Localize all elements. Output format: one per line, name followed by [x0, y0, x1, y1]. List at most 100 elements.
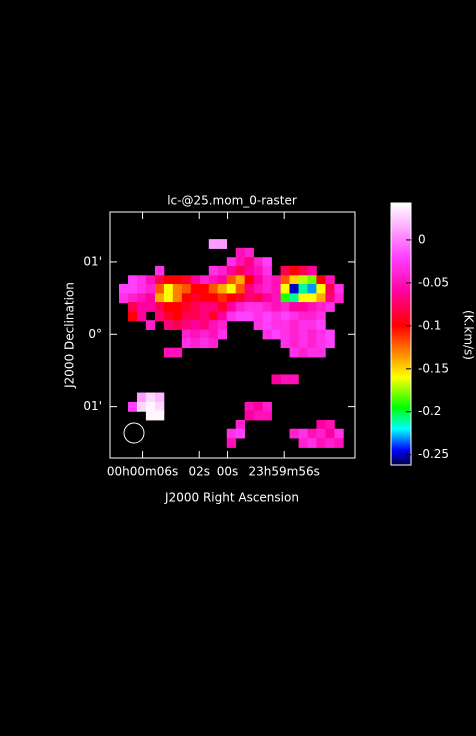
pixel — [181, 320, 192, 330]
pixel — [163, 293, 174, 304]
pixel — [217, 320, 228, 330]
pixel — [289, 374, 299, 385]
pixel — [235, 302, 246, 312]
x-tick-label: 23h59m56s — [249, 465, 320, 479]
pixel — [136, 275, 147, 286]
pixel — [190, 320, 201, 330]
pixel — [316, 347, 326, 358]
pixel — [325, 438, 335, 448]
pixel — [199, 338, 210, 349]
y-tick-label: 0° — [88, 327, 102, 341]
pixel — [289, 283, 299, 294]
pixel — [325, 283, 335, 294]
pixel — [280, 374, 290, 385]
pixel — [128, 311, 138, 322]
pixel — [172, 302, 183, 312]
x-axis-label: J2000 Right Ascension — [164, 491, 299, 505]
pixel — [298, 311, 308, 322]
pixel — [226, 438, 237, 448]
pixel — [289, 320, 299, 330]
pixel — [181, 338, 192, 349]
pixel — [334, 283, 344, 294]
pixel — [316, 302, 326, 312]
pixel — [163, 275, 174, 286]
pixel — [289, 428, 299, 439]
pixel — [208, 320, 219, 330]
pixel — [128, 302, 138, 312]
pixel — [235, 265, 246, 276]
pixel — [226, 265, 237, 276]
pixel — [253, 275, 263, 286]
pixel — [154, 283, 165, 294]
pixel — [154, 311, 165, 322]
pixel — [316, 283, 326, 294]
pixel — [280, 338, 290, 349]
pixel — [271, 311, 281, 322]
pixel — [316, 293, 326, 304]
pixel — [128, 401, 138, 412]
pixel — [235, 428, 246, 439]
pixel — [190, 329, 201, 340]
pixel — [244, 283, 254, 294]
pixel — [235, 257, 246, 268]
pixel — [307, 283, 317, 294]
pixel — [181, 283, 192, 294]
pixel — [307, 275, 317, 286]
pixel — [163, 302, 174, 312]
pixel — [244, 401, 254, 412]
pixel — [217, 283, 228, 294]
pixel — [316, 311, 326, 322]
pixel — [172, 275, 183, 286]
pixel — [298, 283, 308, 294]
pixel — [262, 275, 272, 286]
pixel — [325, 420, 335, 430]
pixel — [307, 311, 317, 322]
colorbar-tick-label: -0.1 — [418, 318, 441, 332]
pixel — [253, 302, 263, 312]
pixel — [163, 320, 174, 330]
pixel — [235, 275, 246, 286]
pixel — [190, 283, 201, 294]
pixel — [181, 311, 192, 322]
pixel — [307, 293, 317, 304]
pixel — [136, 293, 147, 304]
pixel — [271, 329, 281, 340]
pixel — [298, 428, 308, 439]
y-tick-label: 01' — [83, 399, 102, 413]
pixel — [253, 293, 263, 304]
pixel — [217, 302, 228, 312]
pixel — [208, 265, 219, 276]
pixel — [190, 293, 201, 304]
pixel — [262, 320, 272, 330]
pixel — [280, 311, 290, 322]
pixel — [199, 320, 210, 330]
pixel — [199, 283, 210, 294]
pixel — [190, 302, 201, 312]
pixel — [226, 293, 237, 304]
pixel — [289, 338, 299, 349]
pixel — [145, 293, 156, 304]
pixel — [280, 275, 290, 286]
pixel — [136, 302, 147, 312]
colorbar-tick-label: -0.05 — [418, 275, 449, 289]
colorbar-tick-label: -0.25 — [418, 447, 449, 461]
pixel — [244, 257, 254, 268]
pixel — [316, 420, 326, 430]
pixel — [289, 311, 299, 322]
pixel — [136, 311, 147, 322]
pixel — [154, 401, 165, 412]
pixel — [128, 275, 138, 286]
pixel — [298, 275, 308, 286]
pixel — [181, 293, 192, 304]
pixel — [154, 293, 165, 304]
pixel — [199, 275, 210, 286]
pixel — [325, 329, 335, 340]
pixel — [316, 428, 326, 439]
pixel — [163, 283, 174, 294]
pixel — [136, 283, 147, 294]
pixel — [271, 374, 281, 385]
pixel — [208, 311, 219, 322]
pixel — [262, 283, 272, 294]
pixel — [253, 320, 263, 330]
pixel — [307, 320, 317, 330]
